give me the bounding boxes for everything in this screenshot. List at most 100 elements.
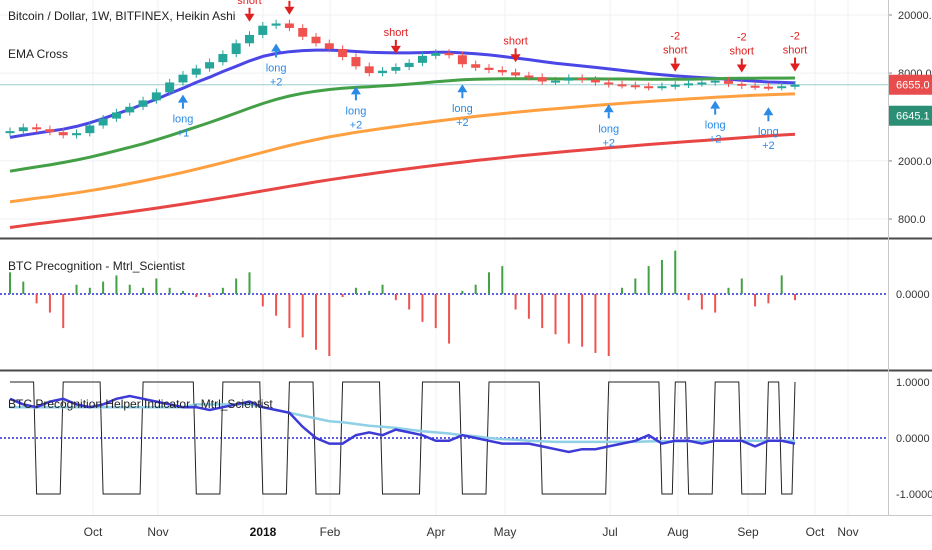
candle-body bbox=[351, 57, 361, 67]
candle-body bbox=[630, 85, 640, 88]
time-tick-label: 2018 bbox=[250, 525, 277, 539]
helper-title[interactable]: BTC Precognition Helper Indicator - Mtrl… bbox=[8, 397, 273, 411]
time-tick-label: Aug bbox=[667, 525, 688, 539]
heikin-ashi-candles bbox=[5, 19, 800, 139]
candle-body bbox=[98, 118, 108, 126]
helper-tick-label: 0.0000 bbox=[896, 433, 930, 445]
short-signal-label: -2 bbox=[670, 31, 680, 43]
candle-body bbox=[484, 67, 494, 70]
candle-body bbox=[644, 86, 654, 89]
candle-body bbox=[125, 106, 135, 113]
long-signal-label: long bbox=[452, 103, 473, 115]
long-arrow-icon bbox=[350, 86, 361, 95]
precognition-histogram bbox=[0, 250, 888, 356]
candle-body bbox=[511, 72, 521, 76]
long-signal-label: +2 bbox=[762, 140, 775, 152]
ema-cross-label[interactable]: EMA Cross bbox=[8, 47, 68, 61]
helper-main-line bbox=[9, 394, 796, 454]
helper-indicator-lines bbox=[0, 381, 888, 495]
short-arrow-icon bbox=[244, 13, 255, 22]
candle-body bbox=[497, 69, 507, 73]
long-arrow-icon bbox=[271, 43, 282, 52]
time-tick-label: May bbox=[494, 525, 517, 539]
candle-body bbox=[165, 82, 175, 93]
candle-body bbox=[378, 70, 388, 74]
short-arrow-icon bbox=[284, 6, 295, 15]
candle-body bbox=[5, 131, 15, 134]
candle-body bbox=[271, 23, 281, 26]
candle-body bbox=[670, 84, 680, 87]
long-arrow-icon bbox=[603, 104, 614, 113]
long-signal-label: +2 bbox=[709, 134, 722, 146]
long-signal-label: +2 bbox=[602, 137, 615, 149]
short-signal-label: short bbox=[783, 45, 807, 57]
short-signal-label: short bbox=[384, 27, 408, 39]
candle-body bbox=[18, 127, 28, 132]
helper-tick-label: 1.0000 bbox=[896, 377, 930, 389]
candle-body bbox=[684, 83, 694, 86]
candle-body bbox=[471, 64, 481, 68]
candle-body bbox=[537, 77, 547, 82]
long-arrow-icon bbox=[177, 94, 188, 103]
histogram-tick-label: 0.0000 bbox=[896, 289, 930, 301]
candle-body bbox=[710, 80, 720, 83]
candle-body bbox=[590, 79, 600, 83]
candle-body bbox=[431, 52, 441, 56]
time-tick-label: Nov bbox=[147, 525, 168, 539]
candle-body bbox=[338, 48, 348, 58]
histogram-title[interactable]: BTC Precognition - Mtrl_Scientist bbox=[8, 259, 185, 273]
short-arrow-icon bbox=[736, 64, 747, 73]
trade-signals: long +1 short short long +2 long +2 short long +2 s… bbox=[173, 0, 808, 152]
helper-signal-line bbox=[10, 403, 795, 444]
candle-body bbox=[324, 43, 334, 49]
candle-body bbox=[723, 80, 733, 84]
long-arrow-icon bbox=[710, 100, 721, 109]
helper-oscillator-line bbox=[10, 381, 796, 495]
ema-value-badge bbox=[889, 105, 932, 126]
candle-body bbox=[391, 67, 401, 71]
time-tick-label: Jul bbox=[602, 525, 617, 539]
candle-body bbox=[564, 78, 574, 81]
long-signal-label: long bbox=[266, 62, 287, 74]
candle-body bbox=[218, 54, 228, 63]
helper-tick-label: -1.0000 bbox=[896, 489, 932, 501]
candle-body bbox=[258, 25, 268, 35]
candle-body bbox=[138, 100, 148, 107]
time-tick-label: Feb bbox=[320, 525, 341, 539]
short-signal-label: -2 bbox=[790, 31, 800, 43]
candle-body bbox=[364, 66, 374, 74]
candle-body bbox=[697, 82, 707, 85]
candle-body bbox=[32, 127, 42, 130]
candle-body bbox=[777, 86, 787, 89]
time-tick-label: Nov bbox=[837, 525, 858, 539]
candle-body bbox=[457, 55, 467, 65]
long-signal-label: long bbox=[346, 105, 367, 117]
candle-body bbox=[404, 62, 414, 68]
candle-body bbox=[284, 23, 294, 28]
candle-body bbox=[577, 78, 587, 81]
ema-lines bbox=[9, 48, 796, 229]
chart-title[interactable]: Bitcoin / Dollar, 1W, BITFINEX, Heikin A… bbox=[8, 9, 235, 23]
candle-body bbox=[244, 34, 254, 44]
candle-body bbox=[85, 125, 95, 134]
candle-body bbox=[178, 74, 188, 83]
ema-slowest-line bbox=[9, 132, 796, 229]
short-signal-label: short bbox=[663, 45, 687, 57]
time-tick-label: Sep bbox=[737, 525, 759, 539]
candle-body bbox=[604, 82, 614, 85]
last-price-badge bbox=[889, 74, 932, 95]
ema-value-label: 6645.1 bbox=[896, 111, 930, 123]
long-arrow-icon bbox=[457, 84, 468, 93]
candle-body bbox=[790, 84, 800, 87]
long-arrow-icon bbox=[763, 107, 774, 116]
short-signal-label: short bbox=[237, 0, 261, 7]
last-price-label: 6655.0 bbox=[896, 80, 930, 92]
price-axis[interactable]: 20000.08000.02000.0800.06655.06645.10.00… bbox=[888, 10, 932, 501]
candle-body bbox=[205, 62, 215, 69]
candle-body bbox=[45, 129, 55, 133]
long-signal-label: +1 bbox=[177, 128, 190, 140]
time-axis[interactable]: Oct Nov 2018 Feb Apr May Jul Aug Sep Oct Nov bbox=[84, 525, 859, 539]
long-signal-label: long bbox=[598, 123, 619, 135]
short-arrow-icon bbox=[790, 63, 800, 72]
